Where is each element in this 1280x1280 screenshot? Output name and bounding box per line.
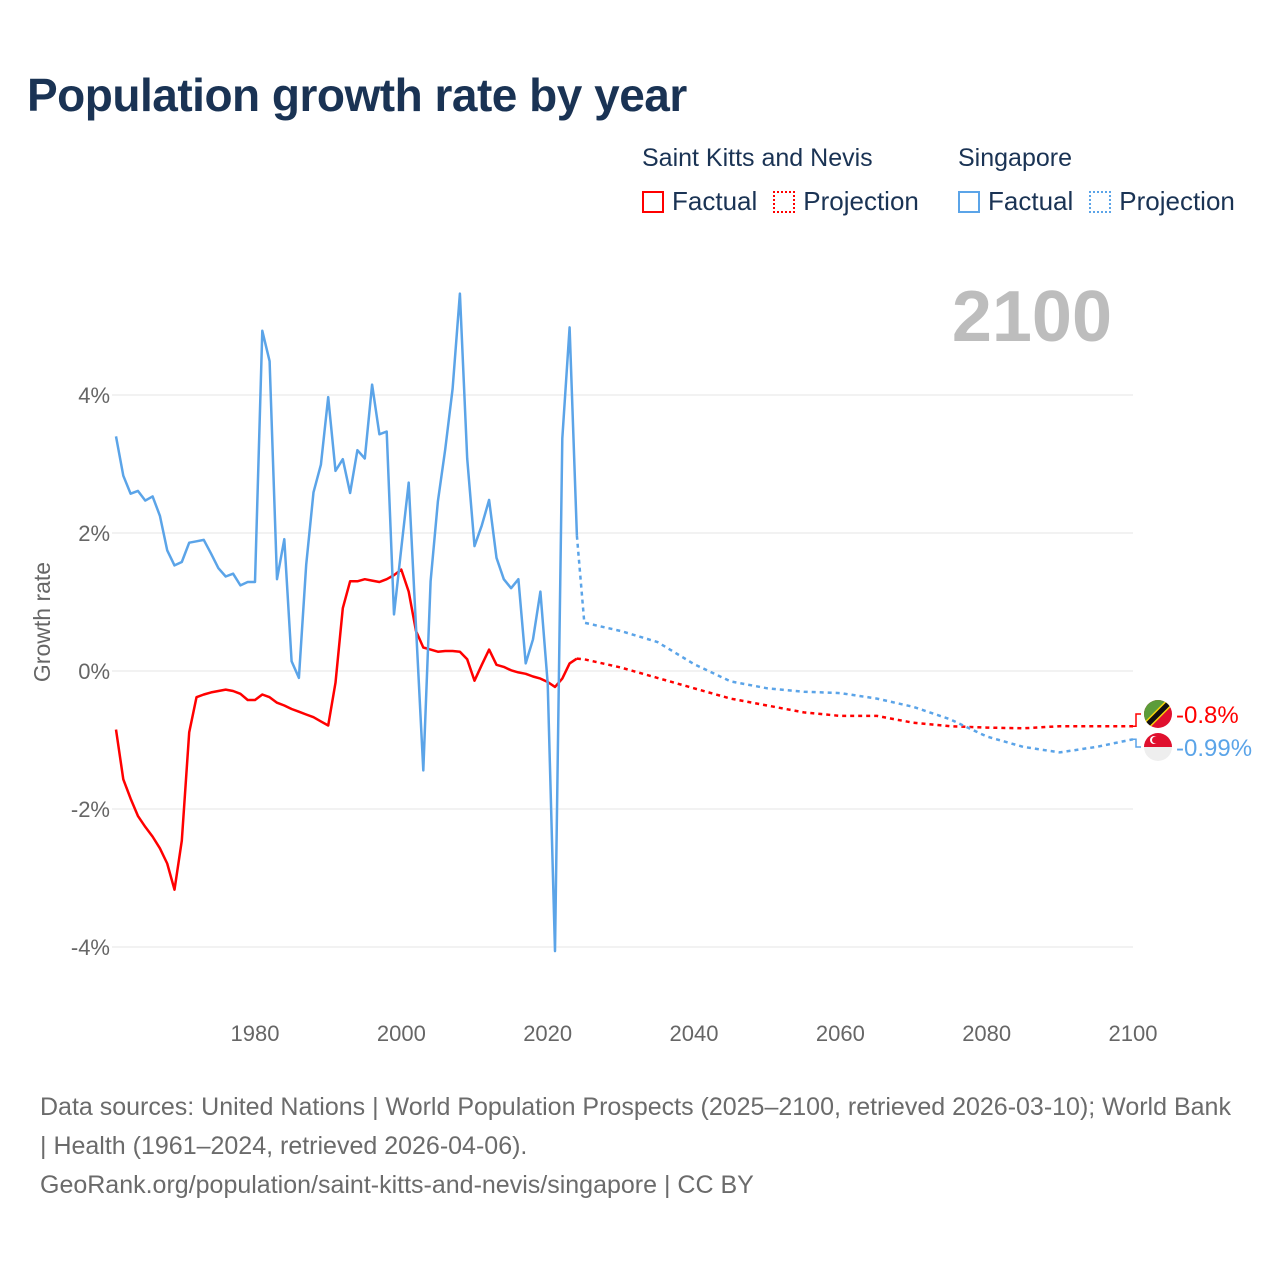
y-tick-label: 0% bbox=[78, 659, 110, 684]
legend-item-sg-projection[interactable]: Projection bbox=[1089, 186, 1235, 217]
legend-label: Projection bbox=[803, 186, 919, 216]
data-sources: Data sources: United Nations | World Pop… bbox=[40, 1093, 1231, 1160]
x-tick-label: 2080 bbox=[962, 1021, 1011, 1046]
singapore-label-connector bbox=[1133, 738, 1141, 748]
footer: Data sources: United Nations | World Pop… bbox=[40, 1088, 1240, 1205]
legend-label: Factual bbox=[672, 186, 758, 216]
legend-item-skn-factual[interactable]: Factual bbox=[642, 186, 757, 217]
y-tick-label: 4% bbox=[78, 383, 110, 408]
x-tick-label: 2060 bbox=[816, 1021, 865, 1046]
legend-swatch-dotted-icon bbox=[773, 190, 796, 213]
y-tick-label: 2% bbox=[78, 521, 110, 546]
source-link[interactable]: GeoRank.org/population/saint-kitts-and-n… bbox=[40, 1171, 754, 1199]
legend-label: Factual bbox=[988, 186, 1074, 216]
saint-kitts-and-nevis-projection-line bbox=[576, 657, 1133, 730]
x-tick-label: 2020 bbox=[523, 1021, 572, 1046]
singapore-factual-line bbox=[114, 292, 579, 953]
x-tick-label: 2040 bbox=[670, 1021, 719, 1046]
chart-title: Population growth rate by year bbox=[27, 69, 687, 121]
y-tick-label: -4% bbox=[71, 935, 110, 960]
x-tick-label: 2000 bbox=[377, 1021, 426, 1046]
x-tick-label: 2100 bbox=[1109, 1021, 1158, 1046]
legend-group-singapore: Singapore bbox=[958, 144, 1072, 172]
legend-swatch-solid-icon bbox=[642, 190, 664, 213]
flag-saint-kitts-icon bbox=[1144, 700, 1172, 728]
legend-saint-kitts-items: Factual Projection bbox=[642, 186, 935, 217]
year-indicator: 2100 bbox=[951, 277, 1112, 357]
y-tick-label: -2% bbox=[71, 797, 110, 822]
flag-singapore-icon bbox=[1144, 733, 1172, 761]
legend-item-sg-factual[interactable]: Factual bbox=[958, 186, 1073, 217]
singapore-end-label: -0.99% bbox=[1176, 735, 1252, 762]
singapore-projection-line bbox=[575, 535, 1134, 754]
legend-swatch-dotted-icon bbox=[1089, 190, 1112, 213]
legend-item-skn-projection[interactable]: Projection bbox=[773, 186, 919, 217]
y-axis-label: Growth rate bbox=[29, 562, 55, 682]
legend-group-saint-kitts: Saint Kitts and Nevis bbox=[642, 144, 873, 172]
legend-swatch-solid-icon bbox=[958, 190, 980, 213]
chart-plot: 4% 2% 0% -2% -4% 1980 2000 2020 2040 2060 2080 2100… bbox=[29, 292, 1252, 1046]
legend-singapore-items: Factual Projection bbox=[958, 186, 1251, 217]
x-tick-label: 1980 bbox=[231, 1021, 280, 1046]
saint-kitts-and-nevis-label-connector bbox=[1133, 713, 1141, 727]
saint-kitts-and-nevis-end-label: -0.8% bbox=[1176, 702, 1239, 729]
legend-label: Projection bbox=[1119, 186, 1235, 216]
saint-kitts-and-nevis-factual-line bbox=[114, 568, 578, 891]
